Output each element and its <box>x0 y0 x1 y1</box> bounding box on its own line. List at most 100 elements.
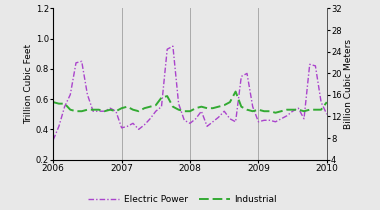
Y-axis label: Billion Cubic Meters: Billion Cubic Meters <box>344 39 353 129</box>
Industrial <box>85 108 90 111</box>
Industrial <box>199 105 204 108</box>
Industrial <box>62 102 67 105</box>
Industrial <box>307 108 312 111</box>
Industrial <box>188 110 192 113</box>
Industrial <box>325 101 329 103</box>
Industrial <box>285 108 289 111</box>
Industrial <box>114 110 118 113</box>
Electric Power <box>91 110 95 113</box>
Industrial <box>91 108 95 111</box>
Industrial <box>57 102 61 105</box>
Electric Power <box>188 122 192 125</box>
Industrial <box>279 110 283 113</box>
Electric Power <box>205 125 209 128</box>
Electric Power <box>245 72 249 75</box>
Industrial <box>74 110 78 113</box>
Industrial <box>171 105 175 108</box>
Industrial <box>262 110 266 113</box>
Industrial <box>119 107 124 109</box>
Industrial <box>245 108 249 111</box>
Electric Power <box>302 118 306 120</box>
Industrial <box>182 110 187 113</box>
Electric Power <box>256 121 261 123</box>
Electric Power <box>165 48 169 50</box>
Industrial <box>131 108 135 111</box>
Electric Power <box>51 139 55 141</box>
Industrial <box>205 107 209 109</box>
Industrial <box>102 110 107 113</box>
Industrial <box>239 105 244 108</box>
Electric Power <box>313 65 318 67</box>
Legend: Electric Power, Industrial: Electric Power, Industrial <box>84 191 281 208</box>
Industrial <box>136 110 141 113</box>
Electric Power <box>114 110 118 113</box>
Electric Power <box>193 118 198 120</box>
Electric Power <box>97 110 101 113</box>
Industrial <box>154 104 158 106</box>
Industrial <box>273 112 278 114</box>
Electric Power <box>159 105 164 108</box>
Electric Power <box>85 93 90 96</box>
Electric Power <box>119 127 124 129</box>
Industrial <box>228 101 232 103</box>
Industrial <box>125 105 130 108</box>
Electric Power <box>108 107 112 109</box>
Industrial <box>290 108 295 111</box>
Industrial <box>216 105 221 108</box>
Electric Power <box>239 75 244 78</box>
Electric Power <box>262 119 266 122</box>
Electric Power <box>273 121 278 123</box>
Electric Power <box>250 105 255 108</box>
Electric Power <box>307 63 312 66</box>
Electric Power <box>285 114 289 117</box>
Industrial <box>148 105 152 108</box>
Industrial <box>250 110 255 113</box>
Y-axis label: Trillion Cubic Feet: Trillion Cubic Feet <box>24 44 33 124</box>
Electric Power <box>228 118 232 120</box>
Industrial <box>97 108 101 111</box>
Electric Power <box>171 45 175 47</box>
Electric Power <box>319 101 323 103</box>
Industrial <box>51 101 55 103</box>
Industrial <box>222 104 226 106</box>
Electric Power <box>79 60 84 63</box>
Industrial <box>159 96 164 99</box>
Electric Power <box>148 118 152 120</box>
Electric Power <box>290 110 295 113</box>
Line: Industrial: Industrial <box>53 92 327 113</box>
Electric Power <box>325 113 329 116</box>
Industrial <box>193 107 198 109</box>
Industrial <box>302 110 306 113</box>
Electric Power <box>68 93 73 96</box>
Industrial <box>165 95 169 97</box>
Electric Power <box>154 110 158 113</box>
Industrial <box>211 107 215 109</box>
Electric Power <box>211 121 215 123</box>
Electric Power <box>62 105 67 108</box>
Industrial <box>79 110 84 113</box>
Industrial <box>296 108 301 111</box>
Electric Power <box>216 116 221 118</box>
Electric Power <box>182 119 187 122</box>
Electric Power <box>222 110 226 113</box>
Industrial <box>233 90 238 93</box>
Electric Power <box>136 128 141 131</box>
Industrial <box>176 108 181 111</box>
Industrial <box>108 108 112 111</box>
Electric Power <box>131 122 135 125</box>
Electric Power <box>74 62 78 64</box>
Electric Power <box>57 125 61 128</box>
Industrial <box>256 108 261 111</box>
Electric Power <box>125 125 130 128</box>
Electric Power <box>268 119 272 122</box>
Industrial <box>68 108 73 111</box>
Industrial <box>142 107 147 109</box>
Industrial <box>313 108 318 111</box>
Electric Power <box>102 110 107 113</box>
Electric Power <box>176 102 181 105</box>
Electric Power <box>279 118 283 120</box>
Electric Power <box>199 110 204 113</box>
Electric Power <box>296 107 301 109</box>
Industrial <box>319 108 323 111</box>
Line: Electric Power: Electric Power <box>53 46 327 140</box>
